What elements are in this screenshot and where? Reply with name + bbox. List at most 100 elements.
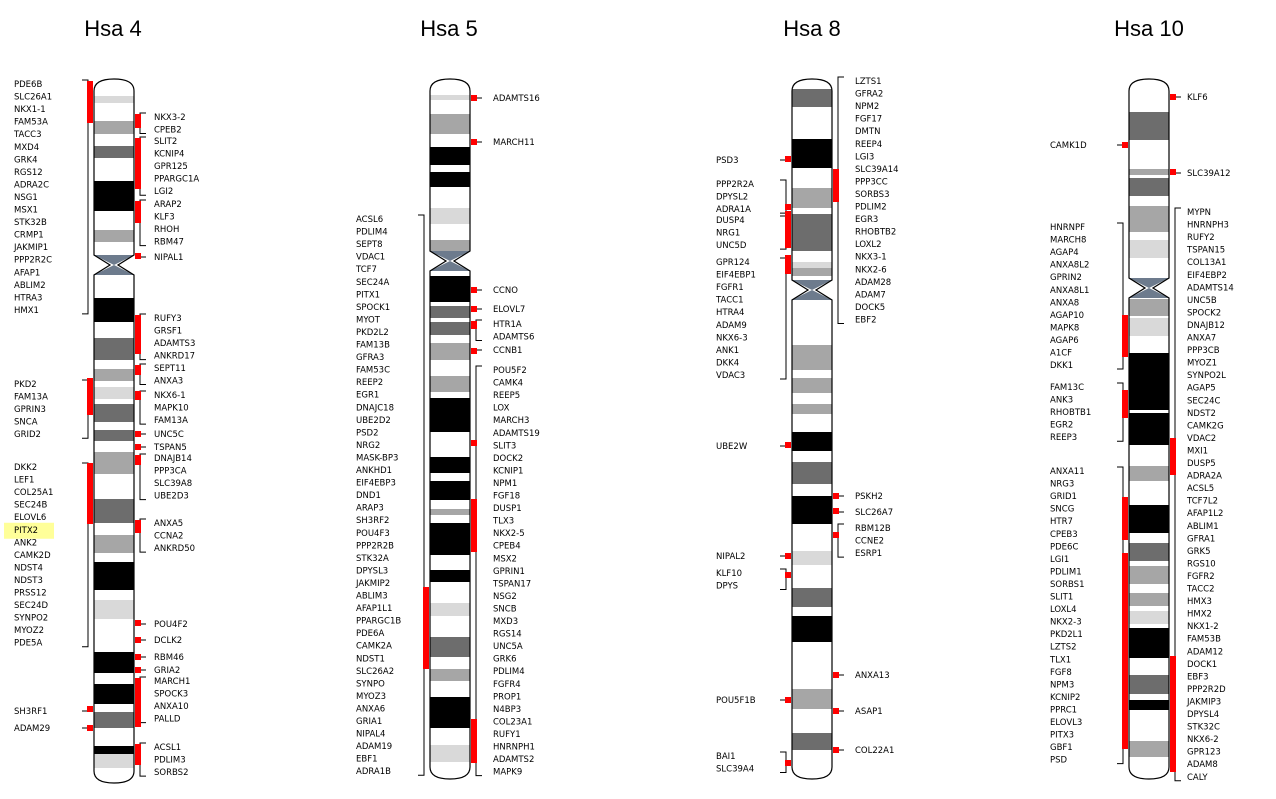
- gene-label: HMX2: [1187, 610, 1212, 620]
- band: [1129, 628, 1169, 658]
- location-marker: [785, 553, 791, 559]
- gene-label: RUFY3: [154, 314, 182, 324]
- gene-label: NRG2: [356, 441, 380, 451]
- band: [1129, 566, 1169, 584]
- gene-label: MSX1: [14, 206, 38, 216]
- gene-label: EBF1: [356, 755, 378, 765]
- gene-label: NKX2-6: [855, 265, 887, 275]
- gene-label: PPP2R2C: [14, 256, 52, 266]
- band: [1129, 593, 1169, 606]
- gene-label: MXD3: [493, 617, 518, 627]
- gene-label: RGS14: [493, 630, 522, 640]
- gene-label: RBM46: [154, 653, 184, 663]
- gene-label: ADAM9: [716, 321, 747, 331]
- location-marker: [135, 114, 141, 128]
- gene-label: ANKHD1: [356, 466, 392, 476]
- centromere: [430, 261, 470, 271]
- ideogram: [429, 78, 471, 780]
- gene-label: CAMK2G: [1187, 421, 1224, 431]
- gene-label: ADRA2A: [1187, 472, 1222, 482]
- gene-label: SNCB: [493, 604, 517, 614]
- gene-label: DMTN: [855, 127, 880, 137]
- gene-label: ABLIM2: [14, 281, 46, 291]
- gene-label: PDE6C: [1050, 542, 1078, 552]
- centromere: [1129, 288, 1169, 298]
- gene-label: SNCA: [14, 418, 38, 428]
- location-marker: [833, 708, 839, 714]
- gene-label: ASAP1: [855, 707, 883, 717]
- bracket: [139, 390, 146, 425]
- bracket: [475, 365, 482, 777]
- gene-label: REEP5: [493, 391, 520, 401]
- band: [430, 147, 470, 165]
- gene-label: PPP2R2B: [356, 541, 394, 551]
- gene-label: GRK4: [14, 155, 37, 165]
- bracket: [837, 523, 844, 558]
- gene-label: NKX6-3: [716, 333, 748, 343]
- gene-label: JAKMIP2: [355, 579, 390, 589]
- gene-label: DNAJC18: [356, 403, 394, 413]
- gene-label: SEPT8: [356, 240, 383, 250]
- gene-label: NDST4: [14, 563, 43, 573]
- gene-label: NSG2: [493, 592, 517, 602]
- band: [94, 600, 134, 619]
- gene-label: MAPK9: [493, 768, 522, 778]
- gene-label: MYPN: [1187, 208, 1211, 218]
- bracket: [780, 257, 787, 380]
- gene-label: PSD: [1050, 756, 1068, 766]
- location-marker: [1122, 142, 1128, 148]
- gene-label: REEP2: [356, 378, 383, 388]
- location-marker: [423, 587, 429, 669]
- chromosome-hsa5: Hsa 5 ACSL6 PDLIM4 SEPT8 VDAC1 TCF7 SEC24A PIT…: [355, 16, 540, 780]
- gene-label: PPP3CA: [154, 467, 187, 477]
- band: [430, 481, 470, 500]
- location-marker: [1122, 315, 1128, 357]
- gene-label: UBE2D3: [154, 492, 189, 502]
- location-marker: [135, 520, 141, 533]
- location-marker: [1170, 169, 1176, 175]
- gene-label: UNC5A: [493, 642, 523, 652]
- gene-label: NKX6-1: [154, 391, 186, 401]
- gene-label: MAPK8: [1050, 323, 1079, 333]
- location-marker: [135, 455, 141, 465]
- gene-label: CPEB2: [154, 126, 182, 136]
- gene-label: SPOCK3: [154, 690, 188, 700]
- gene-label: DPYSL4: [1187, 710, 1219, 720]
- gene-label: EIF4EBP3: [356, 479, 396, 489]
- gene-label: SORBS1: [1050, 580, 1084, 590]
- gene-label: EGR1: [356, 391, 379, 401]
- gene-label: TACC3: [13, 130, 41, 140]
- band: [430, 276, 470, 302]
- location-marker: [785, 156, 791, 162]
- gene-label: FAM53A: [14, 118, 48, 128]
- gene-label: SEC24B: [14, 501, 48, 511]
- gene-label: DND1: [356, 491, 381, 501]
- gene-label: PDE6B: [14, 80, 42, 90]
- band: [1129, 741, 1169, 757]
- gene-label: SLC39A14: [855, 165, 899, 175]
- bracket: [1174, 207, 1181, 782]
- gene-label: GRSF1: [154, 327, 182, 337]
- gene-label: AFAP1L1: [356, 604, 392, 614]
- gene-label: MYOZ1: [1187, 359, 1217, 369]
- location-marker: [135, 365, 141, 375]
- location-marker: [471, 306, 477, 312]
- band: [430, 398, 470, 432]
- band: [94, 369, 134, 381]
- band: [430, 376, 470, 392]
- gene-label: DUSP4: [716, 216, 745, 226]
- band: [430, 697, 470, 728]
- gene-label: AGAP4: [1050, 248, 1079, 258]
- gene-label: ANXA3: [154, 377, 183, 387]
- gene-label: UNC5C: [154, 430, 184, 440]
- gene-label: CALY: [1187, 773, 1208, 783]
- gene-label: ANXA8: [1050, 298, 1079, 308]
- gene-label: NKX3-2: [154, 113, 186, 123]
- gene-label: LEF1: [14, 476, 34, 486]
- gene-label: PKD2L2: [356, 328, 389, 338]
- location-marker: [471, 440, 477, 446]
- gene-label: MARCH11: [493, 138, 535, 148]
